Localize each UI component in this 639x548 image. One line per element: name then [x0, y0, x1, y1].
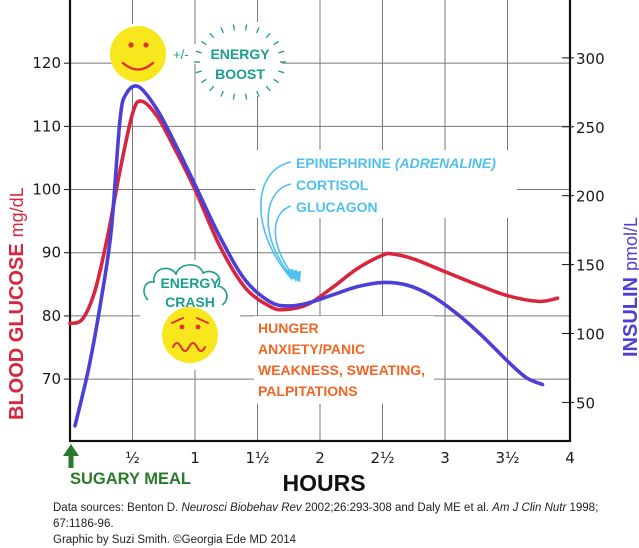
symptoms-list: HUNGER ANXIETY/PANIC WEAKNESS, SWEATING,…: [258, 320, 425, 399]
burst-ray: [220, 90, 224, 97]
x-tick-label: 4: [565, 449, 575, 467]
glucose-insulin-chart: 70 80 90 100 110 120 50 100 150 200 250 300 ½ 1 1½ 2 2…: [6, 0, 639, 496]
burst-ray: [256, 90, 260, 97]
x-tick-label: 3: [440, 449, 450, 467]
annotation-background: [200, 22, 282, 96]
burst-ray: [278, 50, 285, 54]
energy-crash-line1: ENERGY: [160, 275, 220, 291]
worried-face-icon: [162, 307, 218, 363]
burst-ray: [232, 24, 235, 31]
burst-ray: [220, 27, 224, 34]
right-axis-title: INSULIN pmol/L: [620, 217, 639, 357]
arrow-cortisol: [267, 183, 295, 280]
arrow-epinephrine: [260, 161, 292, 278]
hormone-label-cortisol: CORTISOL: [296, 177, 369, 193]
series-layer: [68, 84, 560, 428]
burst-ray: [209, 32, 215, 39]
arrowhead-3: [293, 271, 301, 283]
energy-burst-icon: [194, 24, 286, 100]
x-tick-label: 1: [190, 449, 200, 467]
energy-crash-line2: CRASH: [165, 294, 215, 310]
sugary-meal-label: SUGARY MEAL: [70, 470, 191, 488]
burst-ray: [265, 85, 271, 92]
reference-1: 2002;26:293-308 and Daly ME et al.: [301, 502, 493, 514]
up-arrow-icon: [63, 444, 79, 468]
hormone-label-glucagon: GLUCAGON: [296, 199, 378, 215]
burst-ray: [209, 85, 215, 92]
burst-ray: [200, 78, 207, 84]
left-tick-label: 80: [42, 307, 61, 325]
x-tick-label: 2: [315, 449, 325, 467]
data-sources: Data sources: Benton D. Neurosci Biobeha…: [53, 500, 639, 532]
burst-ray: [245, 93, 248, 100]
x-axis-ticks: ½ 1 1½ 2 2½ 3 3½ 4: [125, 449, 575, 467]
insulin-line: [73, 84, 545, 428]
right-tick-label: 50: [576, 394, 595, 412]
burst-ray: [273, 78, 280, 84]
burst-ray: [278, 70, 285, 74]
footer: Data sources: Benton D. Neurosci Biobeha…: [53, 500, 639, 548]
x-tick-label: 1½: [245, 449, 269, 467]
glucose-line: [68, 99, 560, 326]
right-axis-ticks: 50 100 150 200 250 300: [562, 50, 605, 412]
burst-ray: [273, 40, 280, 46]
journal-2: Am J Clin Nutr: [492, 502, 567, 514]
left-axis-ticks: 70 80 90 100 110 120: [32, 54, 70, 388]
burst-ray: [245, 24, 248, 31]
energy-boost-line2: BOOST: [215, 66, 265, 82]
credit: Graphic by Suzi Smith. ©Georgia Ede MD 2…: [53, 534, 297, 546]
hormone-alias: (ADRENALINE): [395, 155, 496, 171]
cloud-icon: [143, 264, 228, 306]
annotation-background: [170, 44, 200, 64]
left-axis-title-unit: mg/dL: [7, 187, 27, 237]
hormone-labels: EPINEPHRINE (ADRENALINE) CORTISOL GLUCAG…: [296, 155, 496, 215]
journal-1: Neurosci Biobehav Rev: [181, 502, 302, 514]
right-axis-title-unit: pmol/L: [621, 217, 639, 271]
happy-face-icon: [110, 26, 166, 82]
energy-boost-line1: ENERGY: [210, 46, 270, 62]
right-tick-label: 200: [576, 188, 605, 206]
annotation-background: [254, 316, 434, 404]
left-axis-title-bold: BLOOD GLUCOSE: [6, 243, 28, 420]
x-tick-label: ½: [125, 449, 140, 467]
x-tick-label: 2½: [370, 449, 394, 467]
symptom-line: PALPITATIONS: [258, 383, 358, 399]
right-tick-label: 100: [576, 326, 605, 344]
hormone-name: EPINEPHRINE: [296, 155, 395, 171]
x-tick-label: 3½: [495, 449, 519, 467]
plot-frame: [68, 0, 572, 443]
left-tick-label: 70: [42, 370, 61, 388]
energy-boost-prefix: +/-: [173, 47, 189, 62]
right-axis-title-bold: INSULIN: [620, 277, 639, 357]
left-tick-label: 110: [32, 117, 61, 135]
symptom-line: HUNGER: [258, 320, 319, 336]
sources-prefix: Data sources: Benton D.: [53, 502, 182, 514]
annotation-background: [255, 150, 517, 218]
burst-ray: [200, 40, 207, 46]
burst-ray: [232, 93, 235, 100]
left-tick-label: 90: [42, 244, 61, 262]
right-tick-label: 150: [576, 257, 605, 275]
burst-ray: [256, 27, 260, 34]
burst-ray: [195, 50, 202, 54]
left-tick-label: 120: [32, 54, 61, 72]
hormone-label-epinephrine: EPINEPHRINE (ADRENALINE): [296, 155, 496, 171]
annotation-patches: [113, 22, 517, 404]
burst-ray: [195, 70, 202, 74]
burst-ray: [265, 32, 271, 39]
right-tick-label: 250: [576, 119, 605, 137]
symptom-line: WEAKNESS, SWEATING,: [258, 362, 425, 378]
hormone-arrows: [260, 161, 301, 283]
right-tick-label: 300: [576, 50, 605, 68]
left-axis-title: BLOOD GLUCOSE mg/dL: [6, 187, 28, 420]
x-axis-title: HOURS: [282, 470, 365, 496]
left-tick-label: 100: [32, 181, 61, 199]
sugary-meal-marker: SUGARY MEAL: [63, 444, 191, 488]
reference-2: 1998; 67:1186-96.: [53, 502, 599, 530]
symptom-line: ANXIETY/PANIC: [258, 341, 365, 357]
